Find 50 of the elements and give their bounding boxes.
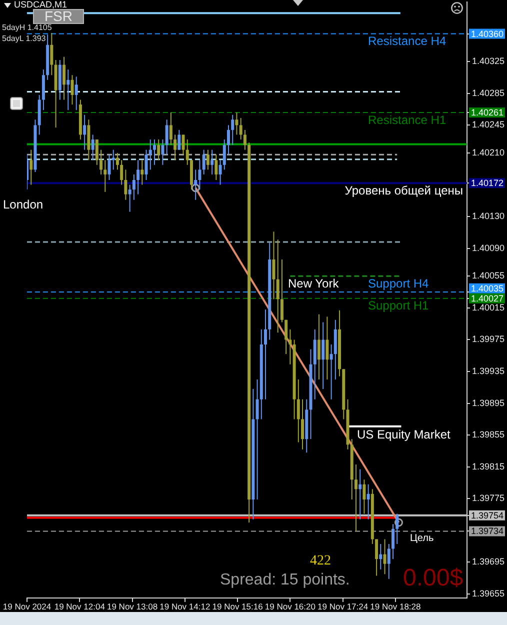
chart-title: USDCAD,M1 [14,0,68,10]
y-tick-label: 1.39855 [472,430,505,440]
ref-line-label: Support H4 [368,276,430,290]
annotation: 0.00$ [403,564,464,592]
x-tick-label: 19 Nov 15:16 [212,601,264,612]
candlestick [358,469,362,520]
y-tick-label: 1.40035 [471,283,504,294]
y-tick-label: 1.39775 [472,493,505,504]
y-tick-label: 1.39655 [472,588,505,599]
annotation: FSR [44,8,72,24]
ref-line-label: Support H1 [368,298,430,313]
annotation: US Equity Market [357,427,452,442]
y-tick-label: 1.40055 [472,270,505,281]
ref-line-label: Resistance H1 [368,112,446,127]
x-tick-label: 19 Nov 17:24 [318,601,368,612]
x-tick-label: 19 Nov 13:08 [106,601,158,612]
y-tick-label: 1.39935 [472,366,505,376]
x-tick-label: 19 Nov 14:12 [160,601,210,612]
ref-line-label: Уровень общей цены [344,183,463,198]
y-tick-label: 1.40172 [471,178,504,188]
y-tick-label: 1.40261 [471,107,504,118]
y-tick-label: 1.39895 [472,398,505,408]
button: FSR [33,9,84,24]
y-tick-label: 1.39975 [472,334,505,344]
x-tick-label: 19 Nov 2024 [2,601,52,612]
y-tick-label: 1.40015 [472,302,505,312]
annotation: London [3,197,44,212]
y-tick-label: 1.40210 [472,147,505,158]
annotation: New York [288,276,340,290]
x-tick-label: 19 Nov 18:28 [370,601,421,612]
y-tick-label: 1.39754 [471,510,504,520]
y-tick-label: 1.39815 [472,461,505,472]
y-tick-label: 1.40130 [472,211,505,222]
annotation: Spread: 15 points. [220,571,350,588]
annotation: 5dayL 1.393 [2,34,46,44]
x-tick-label: 19 Nov 12:04 [54,601,106,612]
y-tick-label: 1.40360 [471,28,504,39]
y-tick-label: 1.39734 [471,526,504,536]
y-tick-label: 1.40285 [472,88,505,98]
annotation: Цель [410,532,434,544]
y-tick-label: 1.40027 [471,293,504,304]
x-tick-label: 19 Nov 16:20 [264,601,316,612]
y-tick-label: 1.40245 [472,120,505,130]
y-tick-label: 1.40090 [472,242,505,253]
annotation: 422 [310,554,331,569]
annotation: 5dayH 1.4105 [2,23,52,32]
y-tick-label: 1.39695 [472,556,505,567]
candlestick [330,344,333,400]
y-tick-label: 1.40325 [472,56,505,66]
ref-line-label: Resistance H4 [368,34,446,48]
